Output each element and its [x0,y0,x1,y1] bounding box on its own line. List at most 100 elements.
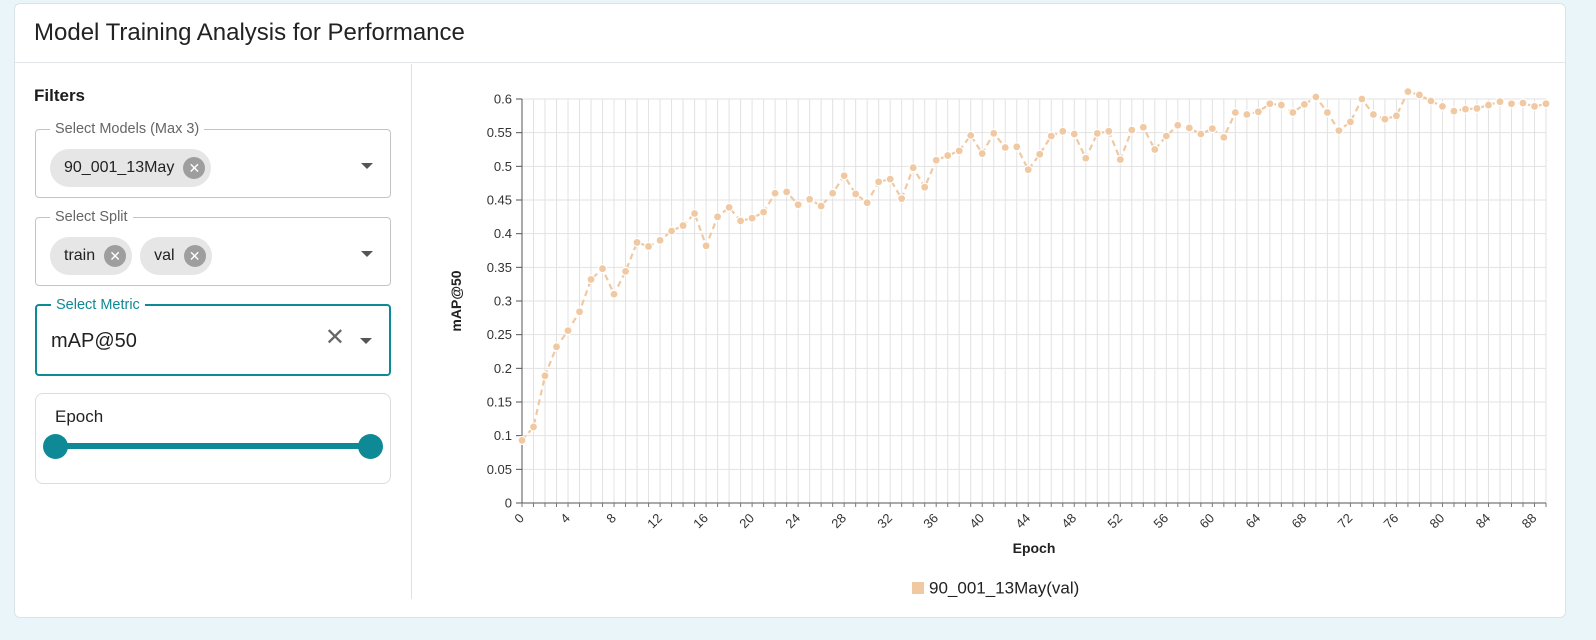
x-tick-label: 64 [1242,510,1263,531]
model-chip: 90_001_13May ✕ [50,149,212,187]
page-header: Model Training Analysis for Performance [15,4,1565,63]
x-tick-label: 68 [1288,510,1309,531]
data-point [1495,97,1505,107]
data-point [1391,111,1402,121]
data-point [736,216,746,226]
data-point [1414,90,1425,100]
data-point [931,155,941,165]
data-point [678,220,688,231]
x-tick-label: 28 [828,510,849,531]
data-point [747,213,757,223]
data-point [551,342,562,352]
data-point [1161,131,1171,141]
y-tick-label: 0.3 [494,294,512,309]
x-tick-label: 56 [1150,510,1171,531]
x-tick-label: 48 [1058,510,1079,531]
data-point [908,163,918,173]
data-point [666,226,677,236]
page-title: Model Training Analysis for Performance [34,19,465,46]
data-point [1127,125,1137,135]
data-point [954,146,964,156]
x-tick-label: 44 [1012,510,1033,531]
data-point [1345,117,1356,127]
x-axis-title: Epoch [1013,540,1056,556]
x-tick-label: 8 [603,510,619,526]
x-tick-label: 36 [920,510,941,531]
data-point [701,241,711,251]
data-point [816,201,826,211]
chevron-down-icon[interactable] [361,251,373,257]
select-models-field[interactable]: Select Models (Max 3) 90_001_13May ✕ [35,122,391,198]
data-point [655,235,665,245]
data-point [1150,144,1160,155]
data-point [862,198,872,208]
select-metric-field[interactable]: Select Metric mAP@50 ✕ [35,298,391,376]
data-point [943,150,953,161]
data-point [643,241,654,252]
data-point [1506,99,1517,109]
data-point [1437,101,1448,112]
data-point [1219,132,1229,142]
series-line [521,90,1547,442]
data-point [620,266,631,276]
data-point [563,326,573,336]
data-point [1529,101,1540,112]
select-split-field[interactable]: Select Split train ✕ val ✕ [35,210,391,286]
data-point [1541,99,1551,109]
data-point [597,264,608,274]
split-chip-label: train [64,247,96,264]
data-point [1115,154,1125,165]
data-point [724,202,734,213]
y-tick-label: 0.1 [494,428,512,443]
data-point [1518,98,1528,108]
legend-label: 90_001_13May(val) [929,579,1079,598]
data-point [839,171,849,181]
x-tick-label: 32 [874,510,895,531]
y-tick-label: 0.15 [487,395,512,410]
data-point [966,130,976,140]
data-point [1472,103,1482,114]
data-point [1138,122,1148,132]
data-point [1426,96,1436,106]
x-tick-label: 16 [690,510,711,531]
data-point [528,422,539,432]
x-tick-label: 88 [1519,510,1540,531]
y-tick-label: 0.25 [487,327,512,342]
data-point [920,182,930,192]
data-point [1104,126,1114,136]
data-point [609,289,619,299]
data-point [1046,131,1056,141]
data-point [517,435,527,445]
data-point [1322,107,1332,118]
chevron-down-icon[interactable] [360,338,372,344]
data-point [1000,142,1010,153]
epoch-slider-max-thumb[interactable] [358,434,383,459]
data-point [1230,107,1240,118]
select-metric-value: mAP@50 [51,330,137,352]
data-point [989,128,999,138]
data-point [1253,107,1263,117]
data-point [1035,149,1045,159]
chevron-down-icon[interactable] [361,163,373,169]
select-split-label: Select Split [55,209,128,225]
close-icon[interactable]: ✕ [324,324,345,351]
epoch-slider-track[interactable] [55,443,371,449]
close-circle-icon[interactable]: ✕ [183,157,206,179]
x-tick-label: 4 [557,510,573,526]
y-tick-label: 0.35 [487,260,512,275]
data-point [885,174,895,184]
x-tick-label: 24 [782,510,803,531]
epoch-slider-min-thumb[interactable] [43,434,68,459]
data-point [805,194,815,204]
data-point [1173,120,1183,130]
x-tick-label: 20 [736,510,757,531]
close-circle-icon[interactable]: ✕ [104,245,127,267]
x-tick-label: 52 [1104,510,1125,531]
data-point [1184,123,1194,133]
x-tick-label: 40 [966,510,987,531]
data-point [586,274,596,285]
close-circle-icon[interactable]: ✕ [183,245,206,267]
select-models-label: Select Models (Max 3) [55,121,200,137]
split-chip-label: val [154,247,175,264]
data-point [1196,129,1206,139]
